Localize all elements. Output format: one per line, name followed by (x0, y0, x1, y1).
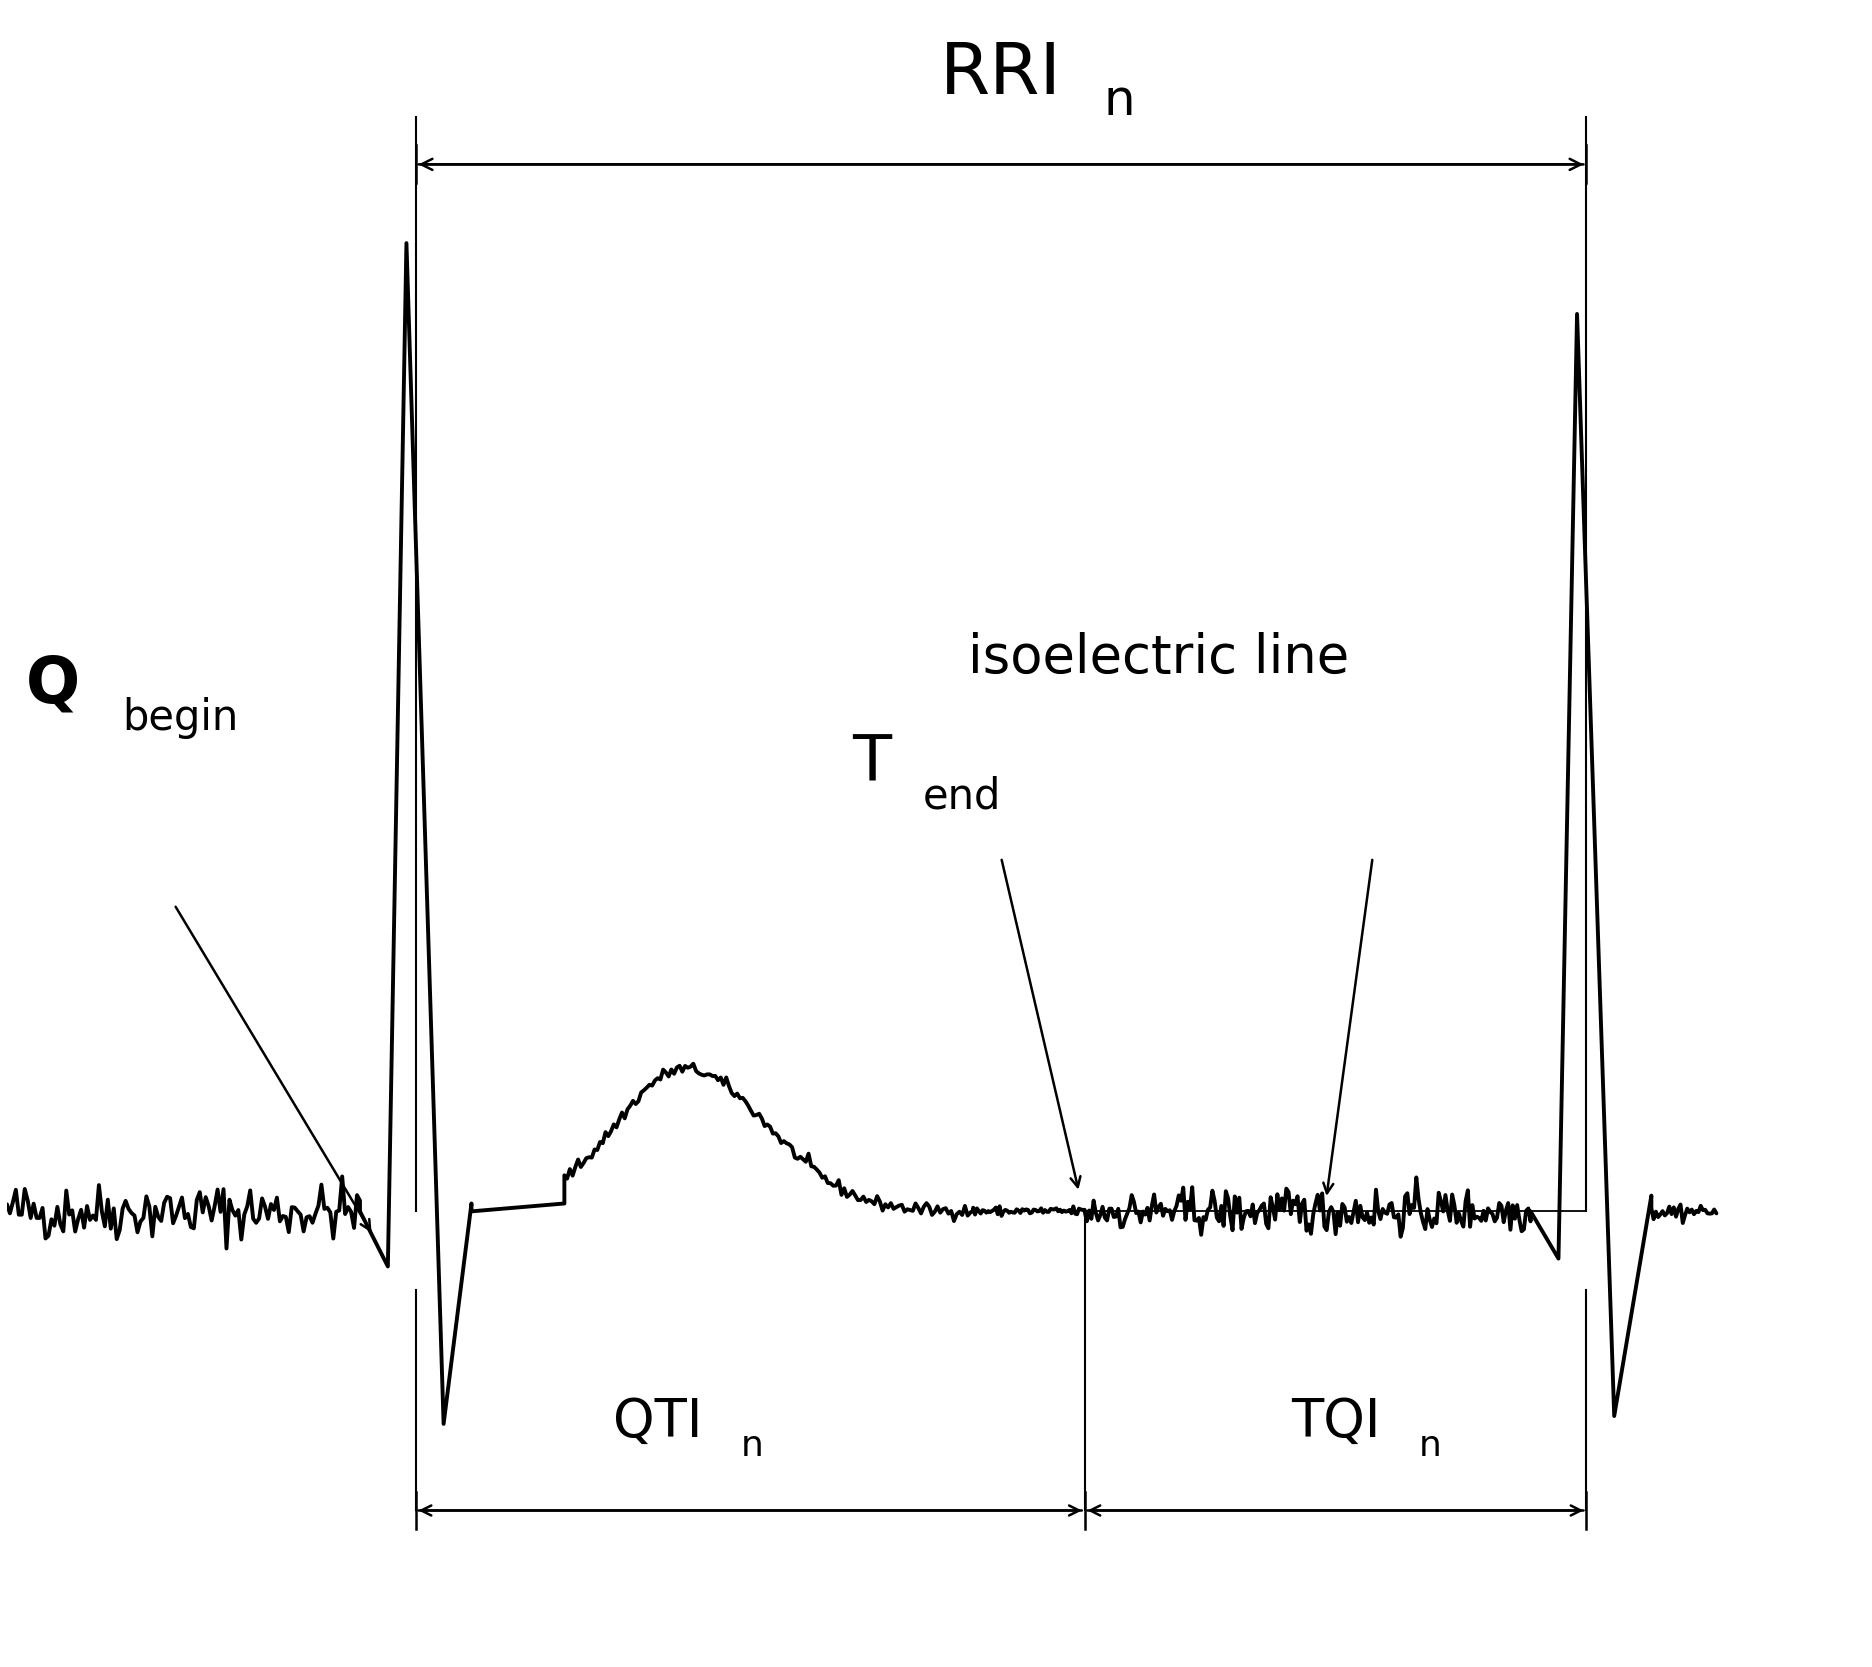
Text: n: n (1103, 77, 1134, 125)
Text: Q: Q (26, 653, 80, 715)
Text: QTI: QTI (612, 1395, 702, 1447)
Text: TQI: TQI (1292, 1395, 1380, 1447)
Text: end: end (923, 775, 1002, 818)
Text: begin: begin (122, 697, 238, 738)
Text: n: n (1419, 1429, 1441, 1464)
Text: RRI: RRI (940, 40, 1061, 110)
Text: n: n (741, 1429, 764, 1464)
Text: T: T (852, 732, 891, 793)
Text: isoelectric line: isoelectric line (968, 632, 1350, 683)
